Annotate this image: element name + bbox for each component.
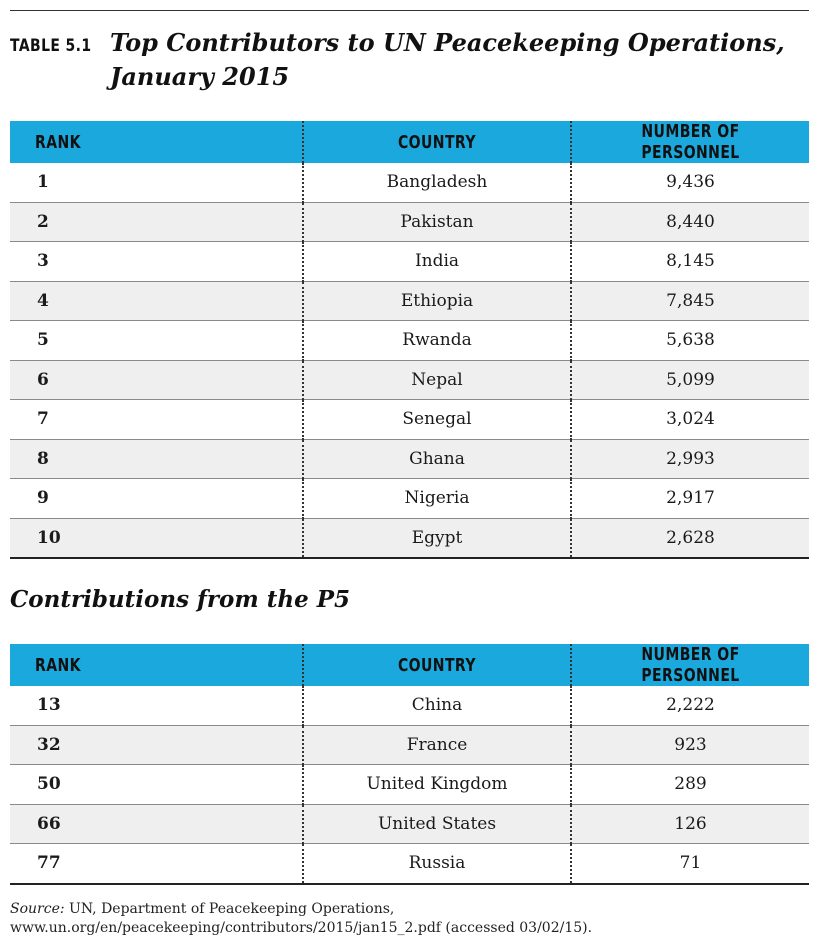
header-row: RANK COUNTRY NUMBER OF PERSONNEL	[10, 644, 809, 686]
table-row: 1 Bangladesh 9,436	[10, 163, 809, 202]
header-row: RANK COUNTRY NUMBER OF PERSONNEL	[10, 121, 809, 163]
personnel-cell: 2,628	[570, 517, 809, 559]
country-cell: China	[302, 686, 571, 725]
rank-cell: 5	[10, 320, 303, 360]
table-row: 5 Rwanda 5,638	[10, 320, 809, 360]
personnel-cell: 7,845	[570, 280, 809, 321]
table-row: 66 United States 126	[10, 803, 809, 844]
country-cell: Russia	[302, 843, 571, 885]
table-row: 10 Egypt 2,628	[10, 517, 809, 559]
header-personnel: NUMBER OF PERSONNEL	[570, 644, 809, 686]
rank-cell: 77	[10, 843, 303, 885]
rank-cell: 1	[37, 172, 49, 193]
table-row: 3 India 8,145	[10, 241, 809, 281]
table-row: 4 Ethiopia 7,845	[10, 280, 809, 321]
rank-cell: 6	[10, 359, 303, 400]
table-row: 50 United Kingdom 289	[10, 764, 809, 804]
table-title: Top Contributors to UN Peacekeeping Oper…	[110, 28, 785, 91]
rank-cell: 7	[10, 399, 303, 439]
country-cell: Nigeria	[302, 478, 571, 518]
country-cell: France	[302, 724, 571, 765]
rank-cell: 3	[10, 241, 303, 281]
personnel-cell: 2,993	[570, 438, 809, 479]
country-cell: Bangladesh	[302, 163, 571, 202]
rank-cell: 2	[10, 201, 303, 242]
country-cell: Egypt	[302, 517, 571, 559]
personnel-cell: 289	[570, 764, 809, 804]
country-cell: Nepal	[302, 359, 571, 400]
source-text: UN, Department of Peacekeeping Operation…	[10, 901, 593, 936]
table-row: 7 Senegal 3,024	[10, 399, 809, 439]
table-row: 77 Russia 71	[10, 843, 809, 885]
personnel-cell: 9,436	[570, 163, 809, 202]
rank-cell: 50	[10, 764, 303, 804]
rank-cell: 66	[10, 803, 303, 844]
source-note: Source: UN, Department of Peacekeeping O…	[10, 900, 809, 938]
personnel-cell: 2,917	[570, 478, 809, 518]
header-country: COUNTRY	[302, 121, 571, 163]
rank-cell: 13	[37, 695, 61, 716]
table-row: 13 China 2,222	[10, 686, 809, 725]
top-rule	[10, 10, 809, 11]
header-country: COUNTRY	[302, 644, 571, 686]
personnel-cell: 8,440	[570, 201, 809, 242]
country-cell: United Kingdom	[302, 764, 571, 804]
table-row: 32 France 923	[10, 724, 809, 765]
header-rank: RANK	[10, 121, 303, 163]
personnel-cell: 5,638	[570, 320, 809, 360]
personnel-cell: 923	[570, 724, 809, 765]
country-cell: India	[302, 241, 571, 281]
table-row: 6 Nepal 5,099	[10, 359, 809, 400]
header-personnel: NUMBER OF PERSONNEL	[570, 121, 809, 163]
country-cell: Senegal	[302, 399, 571, 439]
country-cell: Ethiopia	[302, 280, 571, 321]
rank-cell: 8	[10, 438, 303, 479]
personnel-cell: 5,099	[570, 359, 809, 400]
personnel-cell: 3,024	[570, 399, 809, 439]
personnel-cell: 2,222	[570, 686, 809, 725]
table-row: 2 Pakistan 8,440	[10, 201, 809, 242]
personnel-cell: 8,145	[570, 241, 809, 281]
personnel-cell: 126	[570, 803, 809, 844]
table-label: TABLE 5.1	[10, 36, 92, 56]
country-cell: Rwanda	[302, 320, 571, 360]
p5-heading: Contributions from the P5	[10, 586, 351, 613]
table-row: 9 Nigeria 2,917	[10, 478, 809, 518]
rank-cell: 9	[10, 478, 303, 518]
rank-cell: 4	[10, 280, 303, 321]
top-contributors-table: RANK COUNTRY NUMBER OF PERSONNEL 1 Bangla…	[10, 121, 809, 559]
country-cell: United States	[302, 803, 571, 844]
source-label: Source:	[10, 901, 65, 917]
rank-cell: 10	[10, 517, 303, 559]
header-rank: RANK	[10, 644, 303, 686]
personnel-cell: 71	[570, 843, 809, 885]
p5-contributions-table: RANK COUNTRY NUMBER OF PERSONNEL 13 China…	[10, 644, 809, 885]
country-cell: Pakistan	[302, 201, 571, 242]
table-row: 8 Ghana 2,993	[10, 438, 809, 479]
rank-cell: 32	[10, 724, 303, 765]
country-cell: Ghana	[302, 438, 571, 479]
